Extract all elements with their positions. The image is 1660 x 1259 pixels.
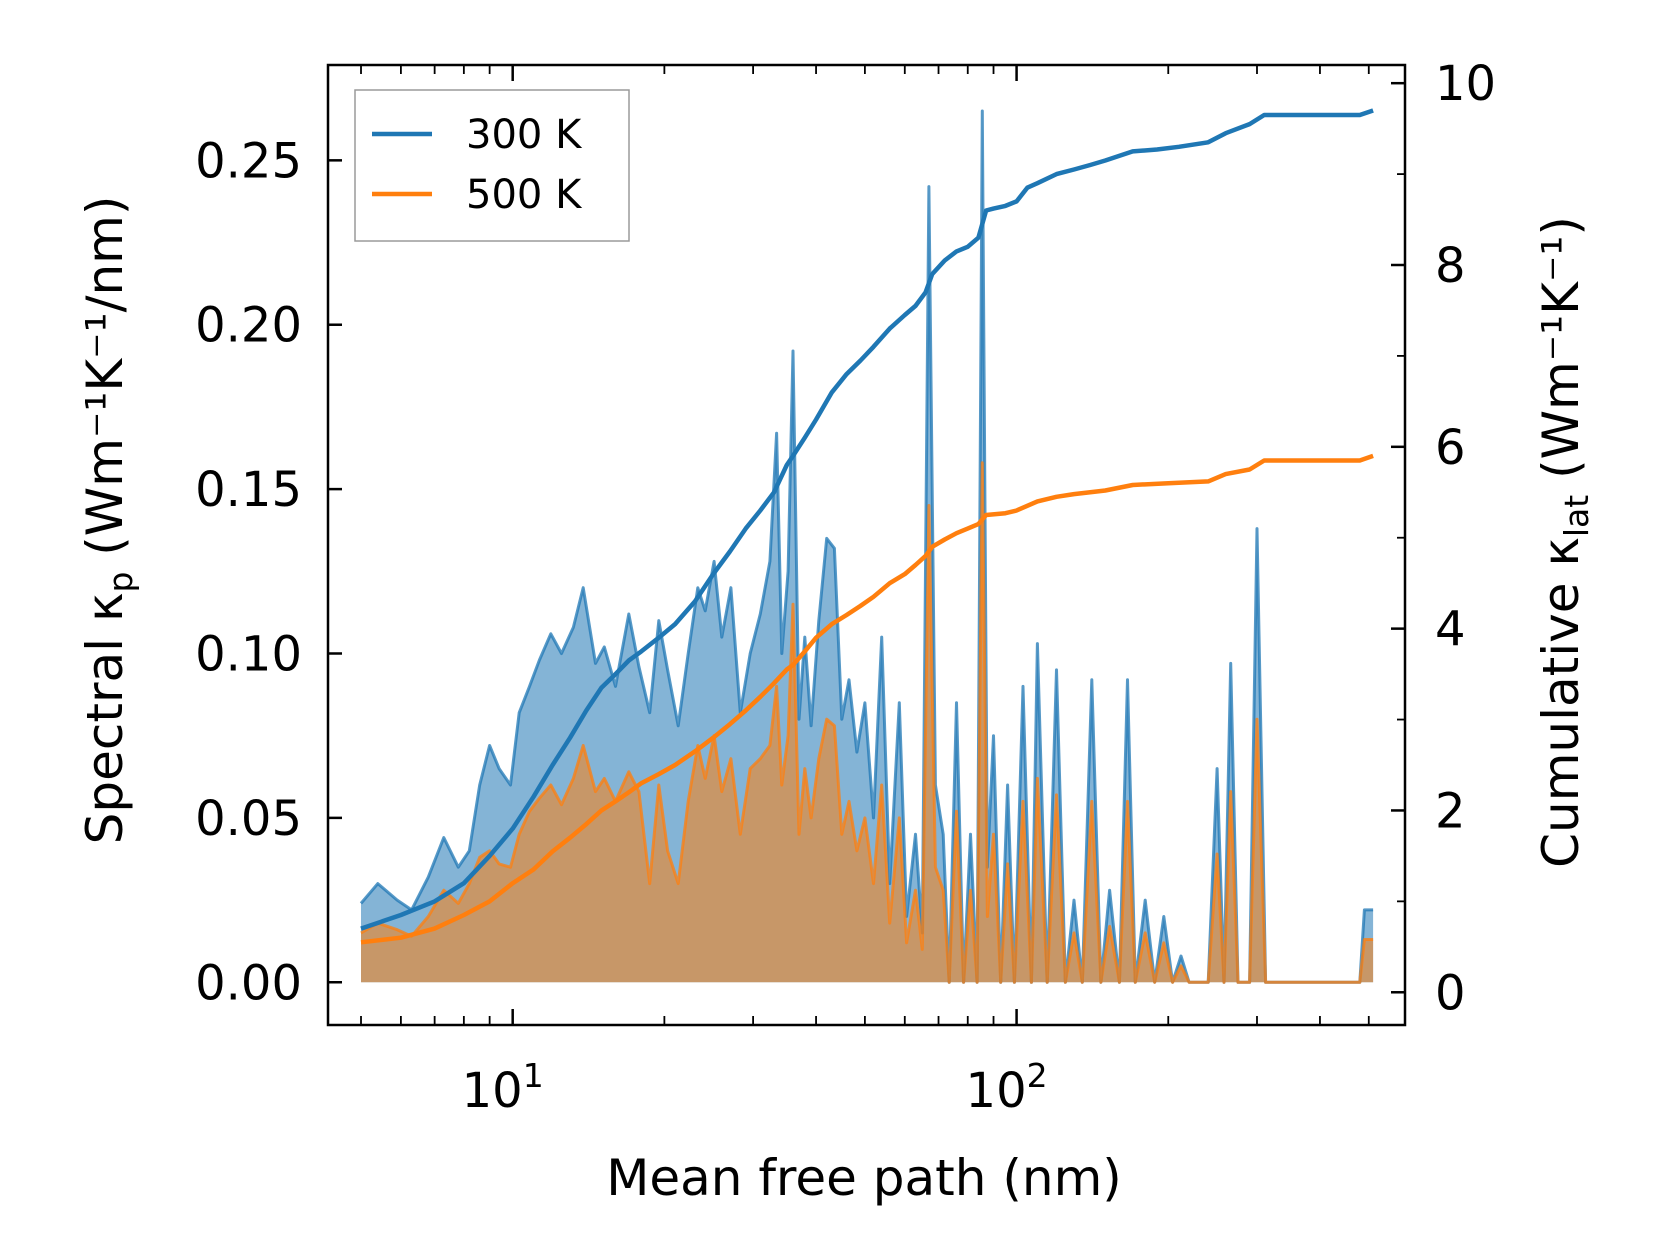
spectral-line-500 [360, 461, 1374, 984]
x-axis-label: Mean free path (nm) [606, 1149, 1122, 1207]
y-right-tick-label: 6 [1435, 420, 1466, 476]
plot-area [359, 108, 1374, 984]
cumulative-line-300 [360, 108, 1374, 931]
y-left-tick-label: 0.20 [195, 298, 302, 354]
y-left-tick-label: 0.05 [195, 791, 302, 847]
cumulative-line-500 [360, 453, 1374, 945]
y-left-tick-label: 0.15 [195, 462, 302, 518]
x-tick-label: 101 [462, 1056, 544, 1119]
y-axis-label-right: Cumulative κlat (Wm⁻¹K⁻¹) [1532, 216, 1596, 868]
y-left-label-main: Spectral κ [76, 593, 134, 845]
axes-box [326, 63, 1407, 1027]
y-left-label-units: (Wm⁻¹K⁻¹/nm) [76, 196, 134, 572]
legend-label-500: 500 K [466, 172, 583, 218]
legend-label-300: 300 K [466, 112, 583, 158]
y-left-tick-label: 0.25 [195, 133, 302, 189]
x-tick-label: 102 [966, 1056, 1048, 1119]
spectral-area-500 [361, 462, 1374, 983]
y-right-tick-label: 8 [1435, 238, 1466, 294]
y-right-label-main: Cumulative κ [1532, 537, 1590, 868]
y-axis-label-left: Spectral κp (Wm⁻¹K⁻¹/nm) [76, 196, 140, 845]
legend-box [354, 89, 630, 242]
x-tick-label-base: 10 [966, 1063, 1027, 1119]
y-right-label-sub: lat [1557, 495, 1596, 537]
spectral-area-300 [361, 111, 1374, 983]
y-right-tick-label: 2 [1435, 783, 1466, 839]
y-left-label-sub: p [101, 572, 140, 593]
x-tick-label-exp: 2 [1027, 1056, 1048, 1095]
y-right-tick-label: 0 [1435, 965, 1466, 1021]
y-right-tick-label: 4 [1435, 602, 1466, 658]
x-tick-label-base: 10 [462, 1063, 523, 1119]
x-tick-label-exp: 1 [523, 1056, 544, 1095]
y-left-tick-label: 0.00 [195, 955, 302, 1011]
y-left-tick-label: 0.10 [195, 626, 302, 682]
legend: 300 K 500 K [354, 89, 630, 242]
y-right-label-units: (Wm⁻¹K⁻¹) [1532, 216, 1590, 495]
y-right-tick-label: 10 [1435, 56, 1496, 112]
axes-frame [326, 63, 1407, 1027]
